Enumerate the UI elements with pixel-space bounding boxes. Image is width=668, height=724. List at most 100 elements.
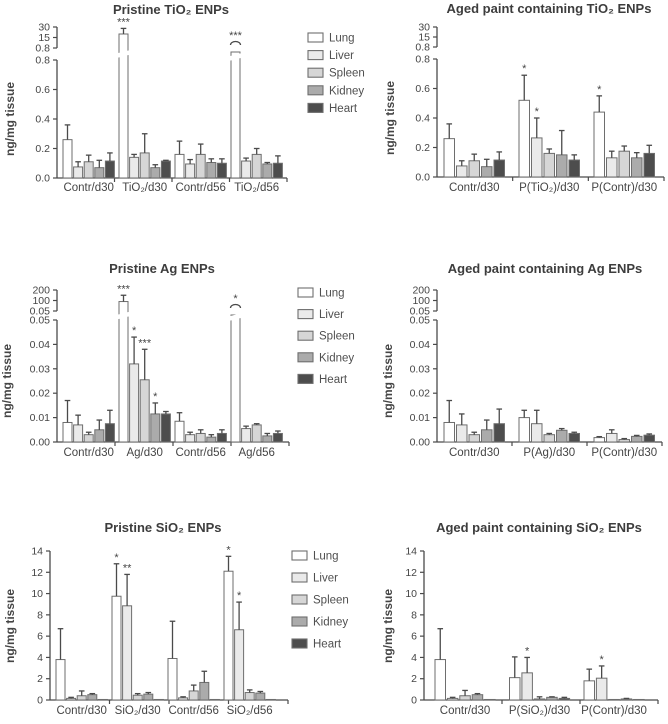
- legend-label: Heart: [313, 639, 342, 651]
- bar-kidney: [94, 167, 105, 179]
- bar-lung: [167, 657, 178, 701]
- bar-spleen: [139, 379, 150, 443]
- y-tick-label: 0.00: [410, 437, 431, 449]
- bar-liver: [178, 697, 189, 701]
- off-scale-arc: [229, 303, 242, 309]
- bar-heart: [493, 159, 505, 178]
- bar-liver: [129, 363, 140, 443]
- bar-kidney: [150, 167, 161, 179]
- bar-break-notch: [115, 50, 132, 58]
- bar-spleen: [543, 434, 555, 443]
- bar-spleen: [188, 690, 199, 701]
- bar-heart: [265, 698, 276, 701]
- y-tick-label: 0.4: [35, 114, 50, 126]
- x-group-label: P(Contr)/d30: [581, 705, 647, 717]
- legend-swatch-lung: [307, 32, 324, 43]
- x-group-label: Contr/d56: [168, 705, 219, 717]
- significance-marker: *: [535, 106, 540, 118]
- bar-kidney: [150, 413, 161, 443]
- y-tick-label: 0.01: [410, 412, 431, 424]
- legend-label: Spleen: [329, 68, 365, 80]
- bar-kidney: [94, 429, 105, 443]
- bar-kidney: [620, 698, 633, 701]
- bar-spleen: [251, 424, 262, 443]
- y-tick-label: 0.04: [410, 339, 431, 351]
- bar-lung: [223, 570, 234, 701]
- bar-heart: [153, 698, 164, 701]
- y-tick-label: 0.4: [415, 113, 430, 125]
- chart-aged-paint-sio2: Aged paint containing SiO₂ ENPs ng/mg tis…: [381, 520, 659, 717]
- significance-marker: ***: [117, 16, 131, 28]
- bar-heart: [493, 423, 505, 443]
- y-tick-label: 0.03: [30, 363, 51, 375]
- bar-lung-offscale: [230, 51, 241, 179]
- bar-liver: [122, 605, 133, 701]
- legend-label: Heart: [319, 374, 348, 386]
- y-axis-label: ng/mg tissue: [381, 344, 395, 418]
- bar-spleen: [459, 695, 471, 701]
- legend-label: Lung: [319, 288, 345, 300]
- bar-lung: [443, 138, 455, 178]
- y-tick-label: 0.6: [35, 84, 50, 96]
- x-group-label: P(Ag)/d30: [523, 447, 575, 459]
- y-tick-label: 100: [412, 295, 430, 307]
- bar-kidney: [546, 696, 558, 701]
- bar-spleen: [543, 152, 555, 178]
- y-axis-label: ng/mg tissue: [381, 589, 395, 663]
- x-group-label: P(Contr)/d30: [591, 447, 657, 459]
- significance-marker: *: [233, 293, 238, 305]
- legend-swatch-heart: [307, 102, 324, 113]
- chart-title: Aged paint containing Ag ENPs: [448, 261, 643, 276]
- x-group-label: P(Contr)/d30: [591, 182, 657, 194]
- y-tick-label: 14: [31, 546, 43, 558]
- legend-swatch-lung: [297, 287, 314, 298]
- bar-spleen: [83, 161, 94, 179]
- bar-lung: [509, 677, 521, 701]
- bar-liver: [531, 137, 543, 178]
- significance-marker: ***: [229, 30, 243, 42]
- y-tick-label: 6: [37, 631, 43, 643]
- y-tick-label: 0.8: [415, 42, 430, 54]
- bar-liver: [185, 163, 196, 179]
- chart-pristine-ag: Pristine Ag ENPs ng/mg tissue 0.05 0.04 0.03…: [0, 261, 290, 459]
- bar-kidney: [471, 694, 484, 701]
- y-tick-label: 0.02: [30, 388, 51, 400]
- bar-lung: [62, 139, 73, 179]
- bar-spleen: [618, 150, 630, 178]
- chart-title: Pristine SiO₂ ENPs: [104, 520, 221, 535]
- y-tick-label: 4: [37, 652, 43, 664]
- bar-heart: [558, 697, 571, 701]
- chart-title: Pristine TiO₂ ENPs: [113, 2, 229, 17]
- y-axis-label: ng/mg tissue: [0, 344, 14, 418]
- bar-liver: [129, 156, 140, 179]
- y-tick-label: 12: [31, 567, 43, 579]
- y-tick-label: 0.8: [35, 55, 50, 67]
- bar-break-notch: [227, 53, 244, 61]
- bar-lung-offscale: [118, 301, 129, 443]
- bar-liver: [234, 629, 245, 701]
- y-tick-label: 10: [405, 588, 417, 600]
- x-group-label: SiO₂/d56: [227, 705, 273, 717]
- x-group-label: Contr/d30: [449, 447, 500, 459]
- legend-swatch-spleen: [297, 330, 314, 341]
- legend-swatch-heart: [297, 373, 314, 384]
- bar-kidney: [87, 694, 98, 701]
- legend-label: Kidney: [313, 617, 348, 629]
- bar-kidney: [262, 435, 273, 443]
- bar-lung: [518, 417, 530, 443]
- legend-row-1: Lung Liver Spleen Kidney Heart: [307, 32, 365, 115]
- bar-heart: [568, 159, 580, 178]
- bar-heart: [484, 698, 496, 701]
- y-tick-label: 12: [405, 567, 417, 579]
- bar-heart: [272, 162, 283, 179]
- x-group-label: Contr/d56: [175, 447, 226, 459]
- legend-swatch-spleen: [291, 594, 308, 605]
- legend-swatch-kidney: [297, 352, 314, 363]
- bar-kidney: [481, 166, 493, 178]
- bar-liver: [531, 423, 543, 443]
- legend-label: Heart: [329, 103, 358, 115]
- bar-liver: [456, 424, 468, 443]
- x-group-label: Ag/d56: [238, 447, 274, 459]
- bar-liver: [606, 157, 618, 178]
- y-tick-label: 200: [32, 285, 50, 297]
